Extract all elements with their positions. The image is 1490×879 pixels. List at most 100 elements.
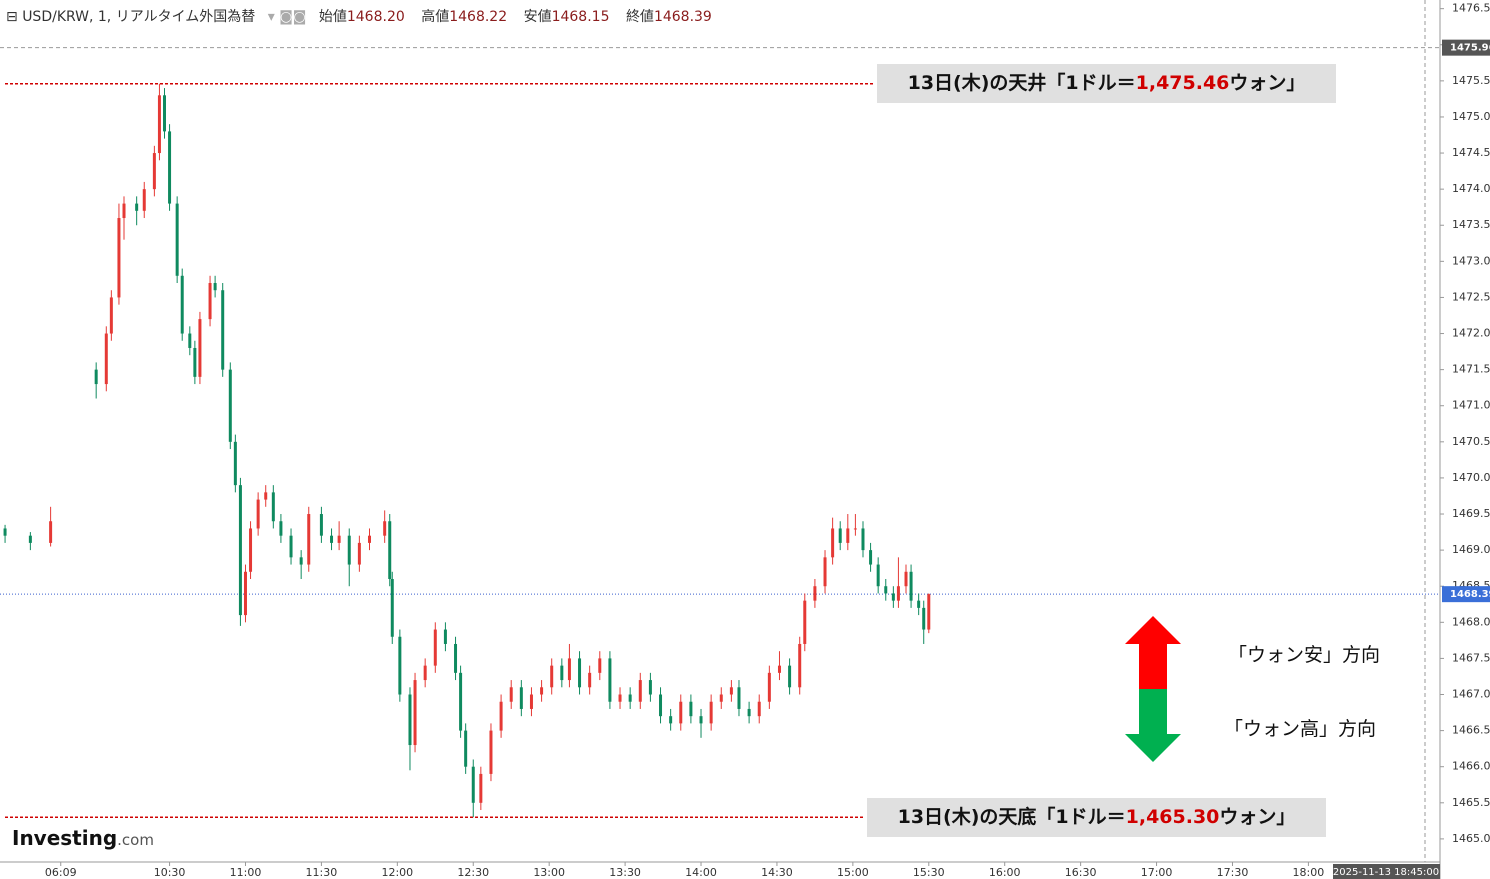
candle-body <box>157 95 161 154</box>
low-label: 安値 <box>523 9 552 25</box>
annotation-text: ウォン」 <box>1229 72 1306 95</box>
candle-body <box>256 499 260 529</box>
candle-body <box>917 600 921 608</box>
x-tick-label: 16:30 <box>1065 866 1097 879</box>
candle-body <box>679 701 683 724</box>
candle-body <box>578 658 582 688</box>
y-tick-label: 1467.50 <box>1452 651 1490 664</box>
y-tick-label: 1471.50 <box>1452 363 1490 376</box>
candle-body <box>208 283 212 320</box>
up-arrow <box>1125 616 1181 689</box>
candle-body <box>729 687 733 695</box>
low-value: 1468.15 <box>551 9 610 25</box>
candle-body <box>162 95 166 132</box>
symbol: USD/KRW, 1, リアルタイム外国為替 <box>22 9 256 25</box>
high-value: 1468.22 <box>449 9 508 25</box>
annotation-text: ウォン」 <box>1219 805 1296 828</box>
candle-body <box>319 514 323 536</box>
annotation-high: 13日(木)の天井「1ドル＝1,475.46ウォン」 <box>877 64 1336 104</box>
candle-body <box>398 636 402 695</box>
y-tick-label: 1474.00 <box>1452 182 1490 195</box>
candle-body <box>213 283 217 291</box>
legend-up: 「ウォン安」方向 <box>1228 644 1381 666</box>
candle-body <box>529 694 533 709</box>
x-tick-label: 18:00 <box>1293 866 1325 879</box>
candle-body <box>922 607 926 630</box>
candle-body <box>767 672 771 702</box>
x-tick-label: 13:00 <box>533 866 565 879</box>
candle-body <box>28 535 32 543</box>
candle-body <box>198 319 202 377</box>
candle-body <box>433 629 437 666</box>
candle-body <box>846 528 850 543</box>
open-label: 始値 <box>318 9 347 25</box>
candle-body <box>909 571 913 601</box>
candle-body <box>861 528 865 551</box>
y-tick-label: 1475.00 <box>1452 110 1490 123</box>
x-tick-label: 15:30 <box>913 866 945 879</box>
candle-body <box>471 766 475 803</box>
last-price-label: 1468.39 <box>1450 589 1490 600</box>
high-label: 高値 <box>421 9 450 25</box>
last-price-box <box>1442 586 1490 603</box>
candle-body <box>489 730 493 774</box>
annotation-value: 1,475.46 <box>1135 72 1230 95</box>
annotation-text: 13日(木)の天井「1ドル＝ <box>907 72 1136 95</box>
y-tick-label: 1471.00 <box>1452 399 1490 412</box>
candle-body <box>519 687 523 709</box>
candle-body <box>357 542 361 565</box>
y-tick-label: 1469.50 <box>1452 507 1490 520</box>
candle-body <box>337 535 341 543</box>
close-value: 1468.39 <box>653 9 712 25</box>
crosshair-time-box <box>1333 864 1440 879</box>
y-tick-label: 1474.50 <box>1452 146 1490 159</box>
y-tick-label: 1466.00 <box>1452 760 1490 773</box>
candle-body <box>777 665 781 673</box>
crosshair-time-label: 2025-11-13 18:45:00 <box>1333 867 1439 878</box>
x-tick-label: 15:00 <box>837 866 869 879</box>
candle-body <box>853 528 857 530</box>
candle-body <box>831 528 835 558</box>
candle-body <box>454 643 458 673</box>
x-tick-label: 14:00 <box>685 866 717 879</box>
x-tick-label: 17:00 <box>1141 866 1173 879</box>
y-tick-label: 1470.00 <box>1452 471 1490 484</box>
y-tick-label: 1469.00 <box>1452 543 1490 556</box>
candle-body <box>175 203 179 276</box>
x-tick-label: 11:00 <box>230 866 262 879</box>
close-label: 終値 <box>625 9 654 25</box>
candle-body <box>221 290 225 370</box>
x-tick-label: 14:30 <box>761 866 793 879</box>
logo: Investing.com <box>12 826 154 850</box>
candle-body <box>479 773 483 803</box>
x-tick-label: 12:00 <box>381 866 413 879</box>
candle-body <box>413 680 417 746</box>
candle-body <box>390 578 394 637</box>
down-arrow <box>1125 689 1181 762</box>
candle-body <box>117 218 121 298</box>
candle-body <box>891 593 895 601</box>
candle-body <box>659 694 663 717</box>
open-value: 1468.20 <box>346 9 405 25</box>
candle-body <box>135 203 139 211</box>
candle-body <box>459 672 463 731</box>
candle-body <box>109 297 113 334</box>
x-tick-label: 10:30 <box>154 866 186 879</box>
candle-body <box>142 189 146 211</box>
candle-body <box>233 441 237 486</box>
annotation-value: 1,465.30 <box>1125 805 1220 828</box>
candle-body <box>271 492 275 522</box>
candle-body <box>330 535 334 543</box>
candle-body <box>443 629 447 644</box>
candle-body <box>264 492 268 500</box>
candle-body <box>550 665 554 688</box>
candle-body <box>788 665 792 688</box>
candle-body <box>228 369 232 442</box>
x-tick-label: 06:09 <box>45 866 77 879</box>
y-tick-label: 1466.50 <box>1452 724 1490 737</box>
candle-body <box>876 564 880 587</box>
candle-body <box>104 333 108 385</box>
candle-body <box>669 716 673 724</box>
